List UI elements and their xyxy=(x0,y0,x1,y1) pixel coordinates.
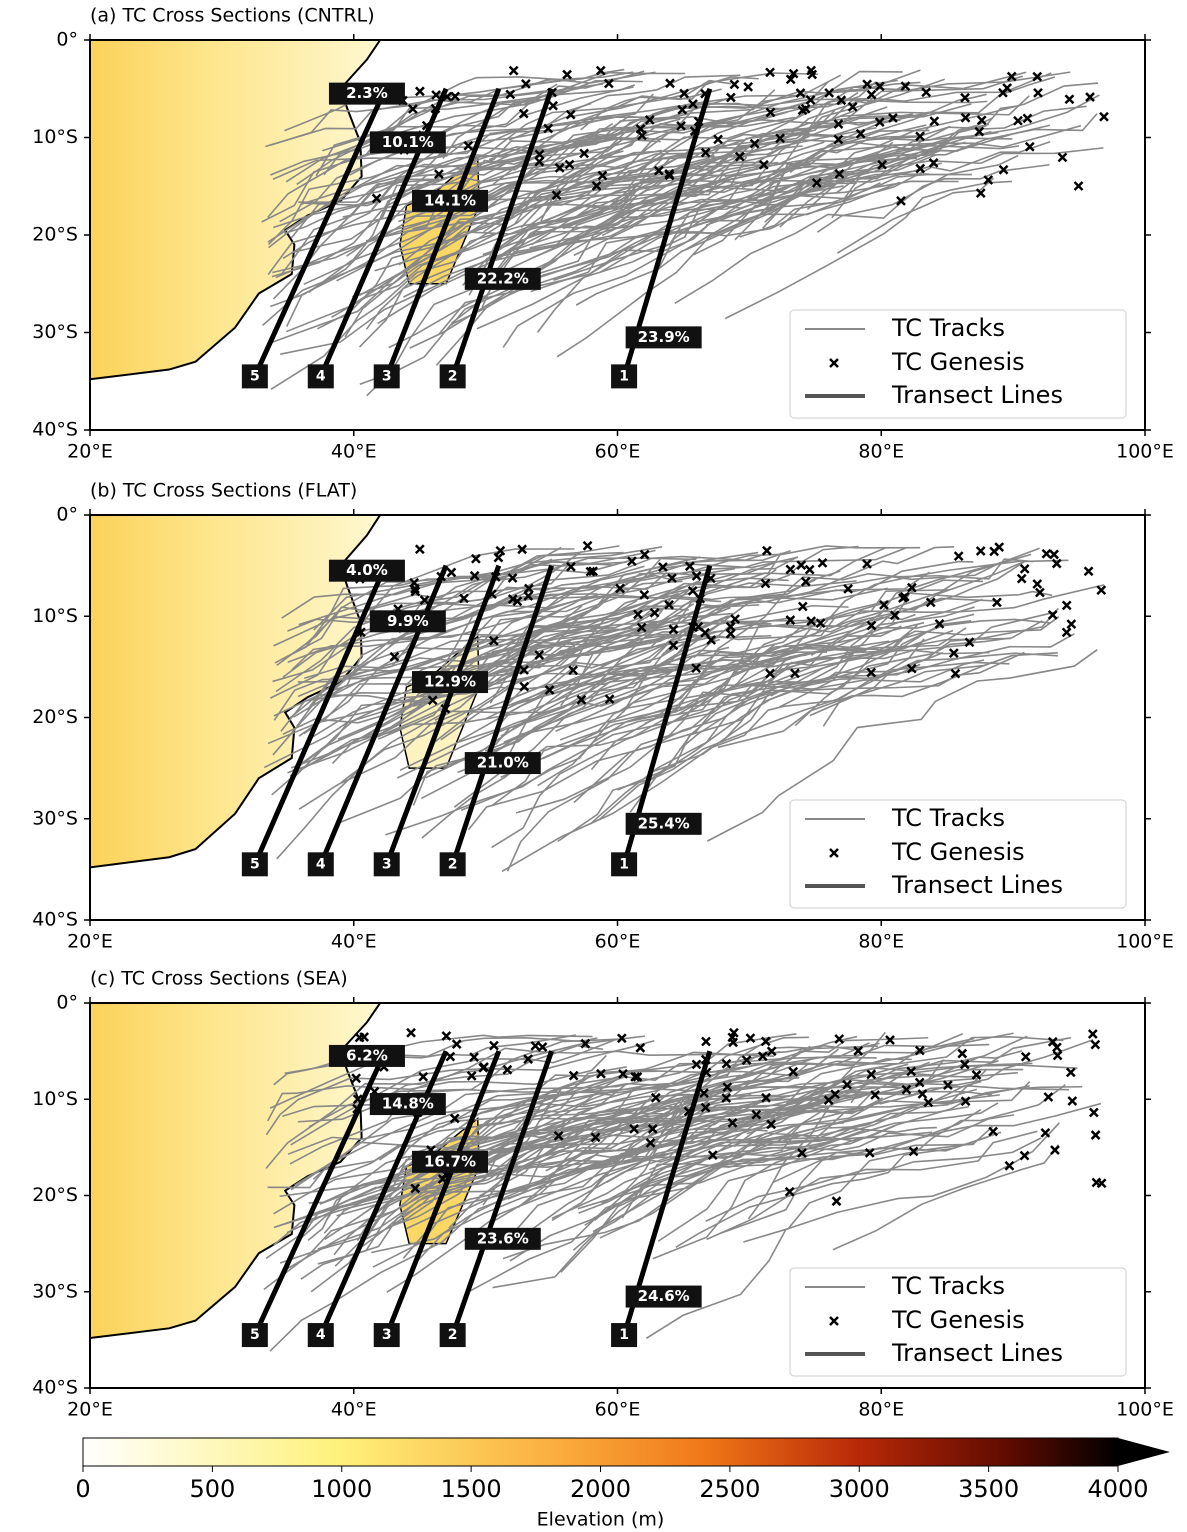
panel-title: (a) TC Cross Sections (CNTRL) xyxy=(90,5,375,27)
legend-label: TC Tracks xyxy=(891,1272,1005,1300)
transect-percent: 12.9% xyxy=(424,673,476,691)
y-tick-label: 0° xyxy=(56,504,78,526)
transect-percent: 22.2% xyxy=(477,269,529,287)
x-tick-label: 80°E xyxy=(858,1399,904,1421)
transect-percent: 23.9% xyxy=(638,328,690,346)
transect-number: 3 xyxy=(382,856,392,872)
transect-percent: 14.8% xyxy=(382,1095,434,1113)
colorbar-tick-label: 3500 xyxy=(958,1475,1019,1503)
colorbar-tick-label: 3000 xyxy=(829,1475,890,1503)
legend-label: Transect Lines xyxy=(891,871,1063,899)
transect-percent: 16.7% xyxy=(424,1152,476,1170)
colorbar-tick-label: 1500 xyxy=(441,1475,502,1503)
x-tick-label: 100°E xyxy=(1116,931,1174,953)
x-tick-label: 40°E xyxy=(331,1399,377,1421)
transect-percent: 10.1% xyxy=(382,133,434,151)
colorbar-label: Elevation (m) xyxy=(537,1509,665,1531)
colorbar-tick-label: 2000 xyxy=(570,1475,631,1503)
y-tick-label: 0° xyxy=(56,992,78,1014)
transect-number: 4 xyxy=(316,368,326,384)
legend-label: TC Tracks xyxy=(891,314,1005,342)
transect-percent: 2.3% xyxy=(346,84,388,102)
x-tick-label: 20°E xyxy=(67,1399,113,1421)
y-tick-label: 20°S xyxy=(32,224,78,246)
transect-percent: 4.0% xyxy=(346,561,388,579)
transect-number: 2 xyxy=(448,1327,458,1343)
legend-label: Transect Lines xyxy=(891,381,1063,409)
legend-label: Transect Lines xyxy=(891,1339,1063,1367)
y-tick-label: 10°S xyxy=(32,1088,78,1110)
colorbar-tick-label: 500 xyxy=(189,1475,235,1503)
x-tick-label: 20°E xyxy=(67,441,113,463)
x-tick-label: 80°E xyxy=(858,931,904,953)
colorbar-tick-label: 2500 xyxy=(699,1475,760,1503)
transect-percent: 23.6% xyxy=(477,1229,529,1247)
y-tick-label: 0° xyxy=(56,29,78,51)
transect-number: 4 xyxy=(316,856,326,872)
transect-percent: 24.6% xyxy=(638,1287,690,1305)
panel-title: (c) TC Cross Sections (SEA) xyxy=(90,968,348,990)
y-tick-label: 30°S xyxy=(32,1280,78,1302)
transect-number: 2 xyxy=(448,368,458,384)
colorbar-tick-label: 0 xyxy=(75,1475,90,1503)
y-tick-label: 40°S xyxy=(32,1377,78,1399)
figure: (a) TC Cross Sections (CNTRL) 1 23.9% 2 22.2… xyxy=(0,0,1187,1532)
colorbar xyxy=(83,1438,1118,1466)
y-tick-label: 40°S xyxy=(32,419,78,441)
legend-label: TC Tracks xyxy=(891,804,1005,832)
colorbar-tick-label: 1000 xyxy=(311,1475,372,1503)
legend-label: TC Genesis xyxy=(891,838,1025,866)
y-tick-label: 20°S xyxy=(32,706,78,728)
colorbar-extend xyxy=(1118,1438,1170,1466)
transect-percent: 14.1% xyxy=(424,191,476,209)
colorbar-tick-label: 4000 xyxy=(1087,1475,1148,1503)
transect-number: 5 xyxy=(250,368,260,384)
x-tick-label: 100°E xyxy=(1116,1399,1174,1421)
transect-number: 4 xyxy=(316,1327,326,1343)
x-tick-label: 60°E xyxy=(595,931,641,953)
transect-number: 3 xyxy=(382,1327,392,1343)
transect-number: 3 xyxy=(382,368,392,384)
y-tick-label: 30°S xyxy=(32,807,78,829)
transect-percent: 21.0% xyxy=(477,754,529,772)
x-tick-label: 100°E xyxy=(1116,441,1174,463)
legend-label: TC Genesis xyxy=(891,348,1025,376)
y-tick-label: 40°S xyxy=(32,909,78,931)
legend-label: TC Genesis xyxy=(891,1306,1025,1334)
transect-number: 5 xyxy=(250,1327,260,1343)
y-tick-label: 10°S xyxy=(32,605,78,627)
panel-title: (b) TC Cross Sections (FLAT) xyxy=(90,480,357,502)
transect-number: 1 xyxy=(619,1327,629,1343)
y-tick-label: 20°S xyxy=(32,1184,78,1206)
y-tick-label: 30°S xyxy=(32,321,78,343)
transect-number: 1 xyxy=(619,856,629,872)
transect-number: 1 xyxy=(619,368,629,384)
x-tick-label: 60°E xyxy=(595,441,641,463)
x-tick-label: 60°E xyxy=(595,1399,641,1421)
x-tick-label: 20°E xyxy=(67,931,113,953)
transect-percent: 9.9% xyxy=(387,612,429,630)
x-tick-label: 40°E xyxy=(331,931,377,953)
x-tick-label: 40°E xyxy=(331,441,377,463)
x-tick-label: 80°E xyxy=(858,441,904,463)
transect-number: 2 xyxy=(448,856,458,872)
transect-percent: 6.2% xyxy=(346,1046,388,1064)
transect-number: 5 xyxy=(250,856,260,872)
transect-percent: 25.4% xyxy=(638,814,690,832)
y-tick-label: 10°S xyxy=(32,126,78,148)
